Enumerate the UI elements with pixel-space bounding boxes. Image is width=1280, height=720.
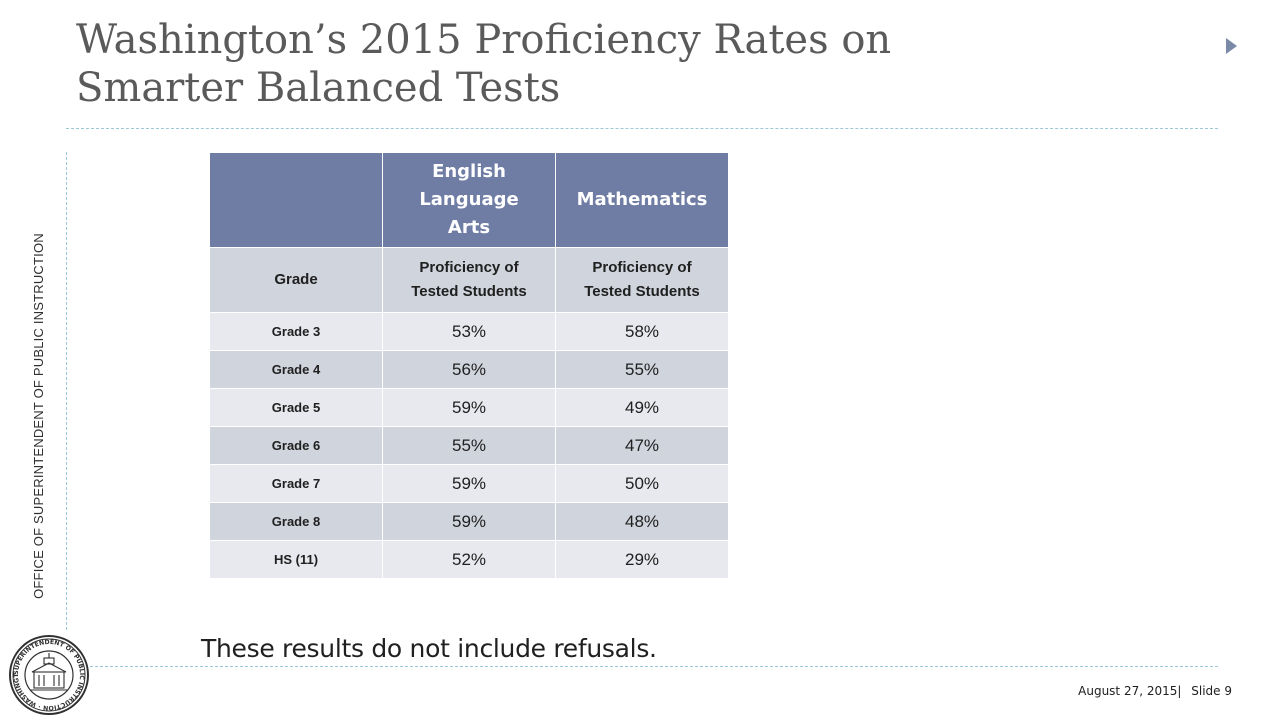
math-value: 29% — [555, 540, 729, 579]
ela-value: 55% — [382, 426, 556, 465]
table-subheader-row: Grade Proficiency of Tested Students Pro… — [209, 247, 729, 313]
math-value: 47% — [555, 426, 729, 465]
table-row: Grade 7 59% 50% — [209, 464, 729, 503]
ela-value: 59% — [382, 502, 556, 541]
header-ela-label: English Language Arts — [419, 161, 519, 238]
side-divider — [66, 152, 67, 630]
footer-divider — [90, 666, 1218, 667]
proficiency-table: English Language Arts Mathematics Grade … — [209, 152, 729, 579]
grade-cell: Grade 3 — [209, 312, 383, 351]
subheader-ela: Proficiency of Tested Students — [382, 247, 556, 313]
title-divider — [66, 128, 1218, 129]
math-value: 55% — [555, 350, 729, 389]
slide-title-line-1: Washington’s 2015 Proficiency Rates on — [76, 17, 892, 63]
slide-title: Washington’s 2015 Proficiency Rates on S… — [76, 16, 1176, 112]
footer-date: August 27, 2015| — [1078, 684, 1182, 698]
grade-cell: Grade 4 — [209, 350, 383, 389]
header-blank-cell — [209, 152, 383, 248]
grade-cell: Grade 5 — [209, 388, 383, 427]
table-row: Grade 6 55% 47% — [209, 426, 729, 465]
grade-cell: Grade 8 — [209, 502, 383, 541]
ela-value: 52% — [382, 540, 556, 579]
header-math: Mathematics — [555, 152, 729, 248]
grade-cell: Grade 6 — [209, 426, 383, 465]
ela-value: 53% — [382, 312, 556, 351]
header-ela: English Language Arts — [382, 152, 556, 248]
ela-value: 59% — [382, 464, 556, 503]
subheader-ela-label: Proficiency of Tested Students — [411, 259, 527, 300]
side-label: OFFICE OF SUPERINTENDENT OF PUBLIC INSTR… — [31, 233, 46, 599]
osp-seal-icon: SUPERINTENDENT OF PUBLIC INSTRUCTION · W… — [8, 634, 89, 715]
math-value: 48% — [555, 502, 729, 541]
grade-cell: Grade 7 — [209, 464, 383, 503]
table-row: Grade 4 56% 55% — [209, 350, 729, 389]
slide-title-line-2: Smarter Balanced Tests — [76, 65, 561, 111]
ela-value: 56% — [382, 350, 556, 389]
slide-footer: August 27, 2015| Slide 9 — [1078, 684, 1232, 698]
table-header-row: English Language Arts Mathematics — [209, 152, 729, 248]
grade-cell: HS (11) — [209, 540, 383, 579]
math-value: 49% — [555, 388, 729, 427]
right-triangle-icon — [1226, 38, 1237, 54]
subheader-grade: Grade — [209, 247, 383, 313]
math-value: 58% — [555, 312, 729, 351]
subheader-math: Proficiency of Tested Students — [555, 247, 729, 313]
table-row: Grade 3 53% 58% — [209, 312, 729, 351]
ela-value: 59% — [382, 388, 556, 427]
slide-number: Slide 9 — [1191, 684, 1232, 698]
footnote: These results do not include refusals. — [201, 634, 657, 663]
table-row: Grade 8 59% 48% — [209, 502, 729, 541]
table-row: Grade 5 59% 49% — [209, 388, 729, 427]
table-row: HS (11) 52% 29% — [209, 540, 729, 579]
subheader-math-label: Proficiency of Tested Students — [584, 259, 700, 300]
math-value: 50% — [555, 464, 729, 503]
